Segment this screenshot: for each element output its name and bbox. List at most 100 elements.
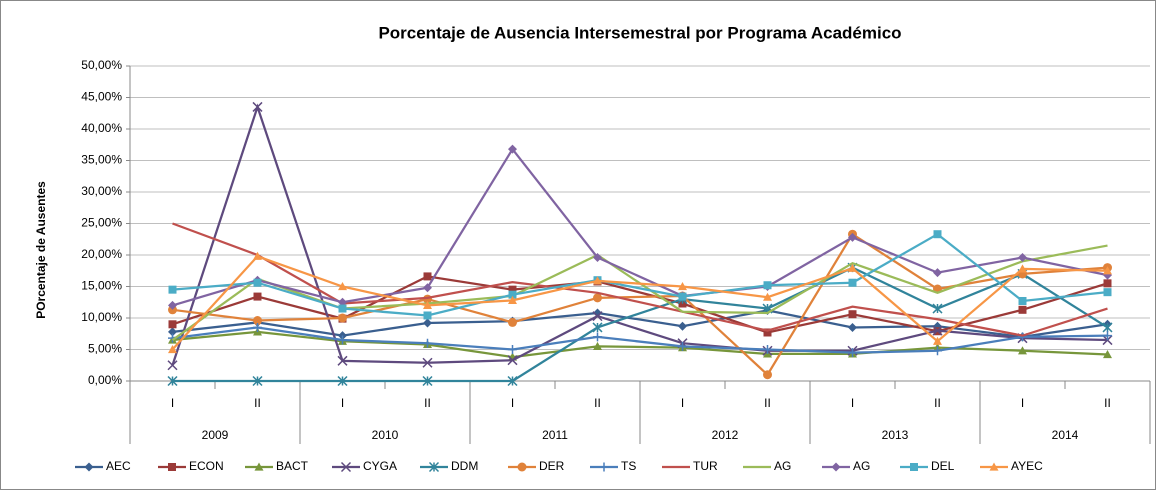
chart-title: Porcentaje de Ausencia Intersemestral po… — [378, 23, 901, 42]
marker — [168, 320, 177, 329]
marker — [167, 375, 178, 387]
marker — [593, 293, 602, 303]
x-tick-label: I — [341, 396, 344, 410]
group-label: 2011 — [542, 428, 568, 442]
marker — [848, 348, 857, 358]
marker — [678, 321, 687, 331]
marker — [340, 461, 352, 473]
legend-label: AG — [853, 459, 870, 473]
legend-label: AYEC — [1011, 459, 1043, 473]
group-label: 2012 — [712, 428, 739, 442]
group-label: 2009 — [202, 428, 229, 442]
marker — [1018, 264, 1027, 273]
marker — [932, 303, 943, 314]
marker — [338, 335, 347, 345]
marker — [168, 300, 177, 310]
marker — [593, 332, 602, 342]
legend-label: ECON — [189, 459, 224, 473]
series-line — [172, 232, 1108, 317]
marker — [168, 285, 177, 294]
marker — [84, 462, 94, 472]
marker — [508, 317, 517, 327]
marker — [508, 290, 517, 299]
marker — [763, 281, 772, 290]
group-label: 2013 — [882, 428, 909, 442]
y-tick-label: 20,00% — [81, 247, 122, 261]
marker — [253, 251, 262, 260]
marker — [678, 282, 687, 291]
marker — [1018, 296, 1027, 305]
marker — [1103, 350, 1112, 359]
y-tick-label: 35,00% — [81, 153, 122, 167]
marker — [763, 370, 772, 380]
marker — [848, 263, 857, 272]
series-line — [172, 266, 1109, 383]
x-tick-label: II — [254, 396, 261, 410]
y-tick-label: 5,00% — [88, 342, 122, 356]
marker — [423, 318, 432, 328]
marker — [910, 463, 918, 471]
marker — [848, 278, 857, 287]
marker — [338, 297, 347, 307]
y-tick-label: 40,00% — [81, 121, 122, 135]
legend-label: CYGA — [363, 459, 397, 473]
marker — [337, 355, 348, 366]
marker — [1018, 332, 1027, 342]
marker — [508, 144, 517, 154]
marker — [593, 276, 602, 285]
marker — [428, 461, 440, 473]
marker — [337, 375, 348, 387]
marker — [253, 292, 262, 301]
x-tick-label: II — [594, 396, 601, 410]
series-line — [172, 222, 1108, 337]
marker — [423, 283, 432, 293]
marker — [763, 292, 772, 301]
marker — [338, 304, 347, 313]
marker — [423, 338, 432, 348]
marker — [848, 310, 857, 319]
legend-label: TS — [621, 459, 636, 473]
marker — [763, 328, 772, 337]
marker — [338, 282, 347, 291]
x-tick-label: I — [511, 396, 514, 410]
marker — [989, 462, 999, 471]
marker — [599, 462, 609, 472]
x-tick-label: II — [424, 396, 431, 410]
marker — [831, 462, 841, 472]
series-line — [172, 326, 1108, 354]
x-tick-label: II — [1104, 396, 1111, 410]
marker — [253, 316, 262, 326]
marker — [508, 295, 517, 304]
y-tick-label: 0,00% — [88, 373, 122, 387]
y-tick-label: 30,00% — [81, 184, 122, 198]
marker — [252, 375, 263, 387]
marker — [592, 311, 603, 322]
group-label: 2010 — [372, 428, 399, 442]
marker — [1103, 279, 1112, 288]
marker — [848, 232, 857, 242]
marker — [933, 268, 942, 278]
x-tick-label: I — [1021, 396, 1024, 410]
marker — [1103, 331, 1112, 341]
marker — [517, 462, 527, 472]
marker — [593, 308, 602, 318]
marker — [168, 345, 177, 354]
marker — [1018, 305, 1027, 314]
marker — [254, 462, 264, 471]
legend-label: AG — [774, 459, 791, 473]
marker — [508, 345, 517, 354]
marker — [1018, 253, 1027, 263]
marker — [423, 300, 432, 309]
marker — [252, 101, 263, 112]
y-tick-label: 10,00% — [81, 310, 122, 324]
y-tick-label: 25,00% — [81, 216, 122, 230]
marker — [763, 345, 772, 354]
marker — [933, 346, 942, 356]
marker — [253, 278, 262, 287]
y-tick-label: 45,00% — [81, 90, 122, 104]
y-tick-label: 15,00% — [81, 279, 122, 293]
marker — [1103, 266, 1112, 275]
x-tick-label: II — [934, 396, 941, 410]
